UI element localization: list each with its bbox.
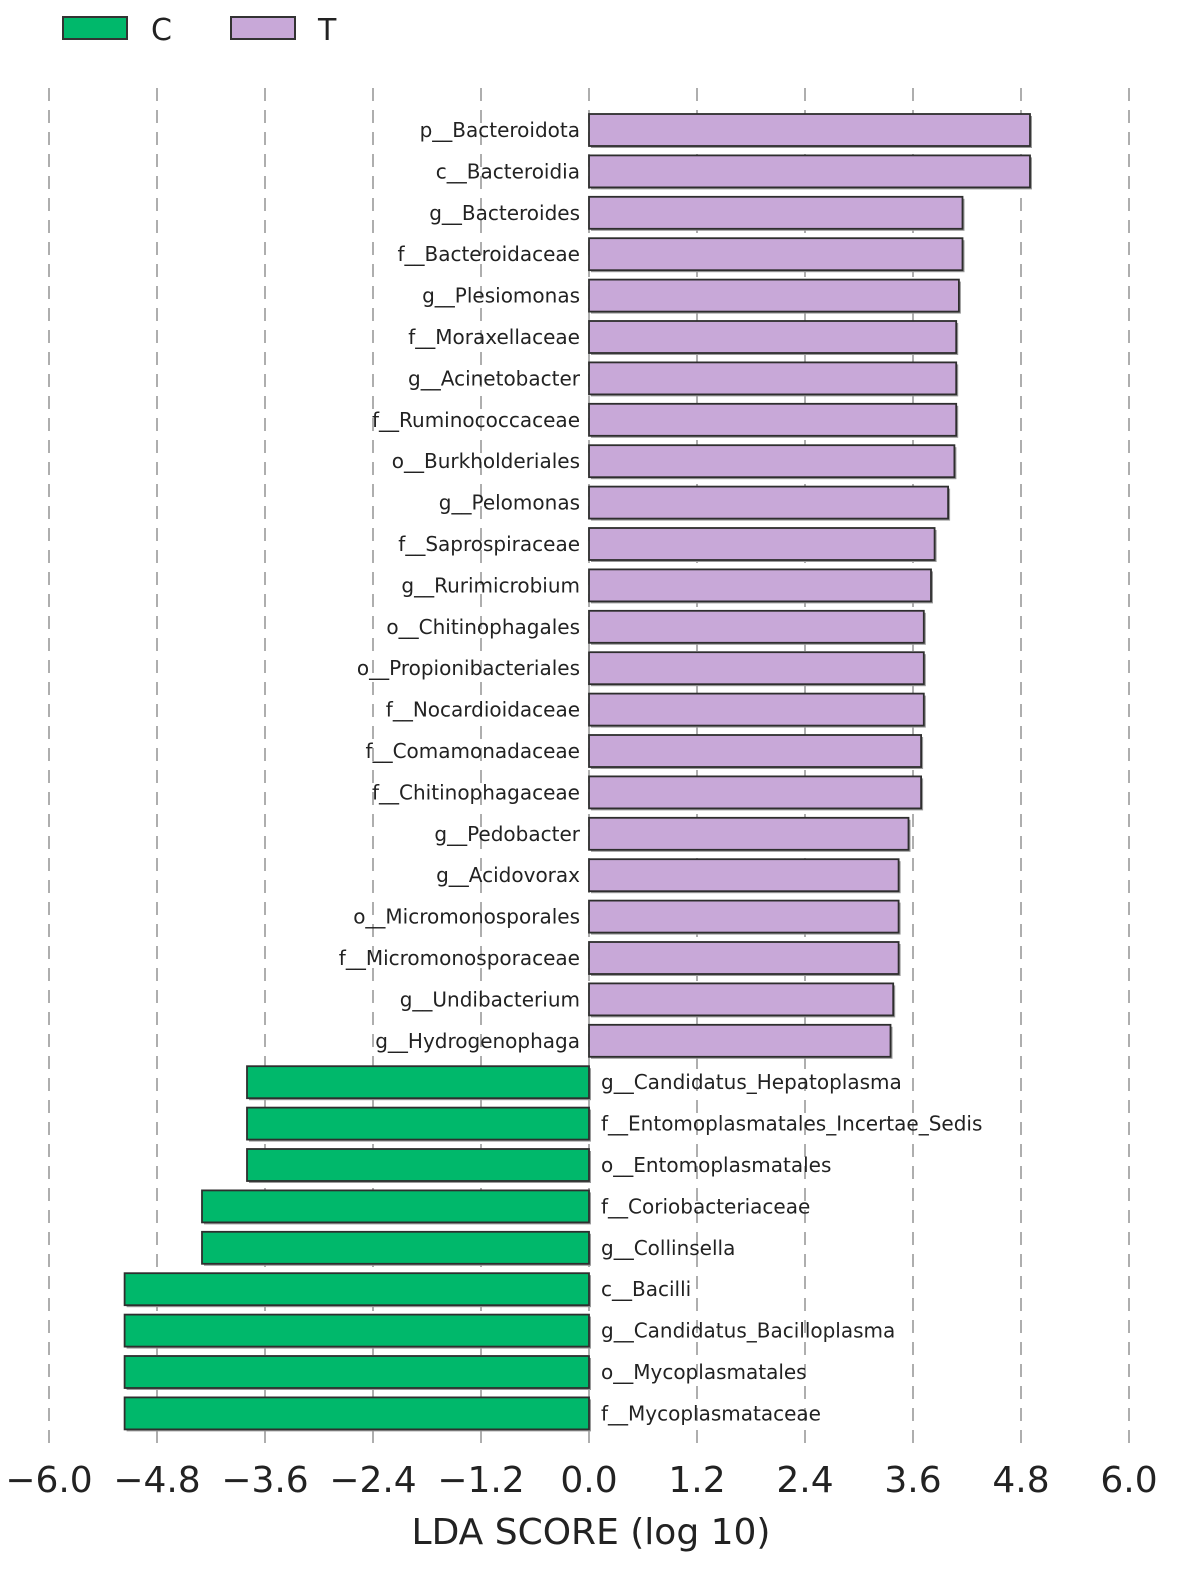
bar-label: o__Chitinophagales [386, 615, 580, 639]
bar-label: f__Comamonadaceae [366, 739, 580, 763]
bar-g-pedobacter [588, 816, 910, 851]
legend-label-c: C [151, 13, 172, 48]
bar-f-moraxellaceae [588, 320, 958, 354]
bar-label: f__Coriobacteriaceae [601, 1194, 810, 1218]
bar-label: g__Rurimicrobium [401, 573, 580, 597]
bar-label: p__Bacteroidota [420, 118, 580, 142]
bar-label: o__Burkholderiales [392, 449, 580, 473]
x-tick-label-10: 6.0 [1100, 1460, 1157, 1501]
bar-label: f__Saprospiraceae [398, 532, 580, 556]
bar-g-plesiomonas [588, 278, 960, 313]
bar-label: g__Hydrogenophaga [375, 1029, 580, 1053]
bar-label: f__Nocardioidaceae [386, 698, 580, 722]
bar-label: f__Ruminococcaceae [372, 408, 580, 432]
x-tick-label-3: −2.4 [329, 1460, 416, 1501]
bar-g-pelomonas [588, 485, 950, 520]
bar-label: o__Mycoplasmatales [601, 1360, 807, 1384]
bar-g-bacteroides [588, 195, 964, 230]
bar-f-chitinophagaceae [588, 775, 923, 810]
bar-label: f__Entomoplasmatales_Incertae_Sedis [601, 1112, 982, 1136]
bar-label: f__Mycoplasmataceae [601, 1401, 821, 1425]
bar-g-collinsella [201, 1230, 590, 1265]
x-axis-title: LDA SCORE (log 10) [412, 1512, 771, 1553]
bar-g-undibacterium [588, 982, 895, 1017]
x-tick-label-6: 1.2 [668, 1460, 725, 1501]
bar-f-nocardioidaceae [588, 692, 925, 727]
bar-label: f__Micromonosporaceae [339, 946, 580, 970]
bar-label: g__Pedobacter [434, 822, 580, 846]
legend-label-t: T [317, 13, 337, 48]
bar-label: o__Propionibacteriales [357, 656, 580, 680]
bar-label: g__Candidatus_Bacilloplasma [601, 1319, 895, 1343]
bar-label: g__Pelomonas [439, 491, 580, 515]
bar-g-acinetobacter [588, 361, 958, 396]
bar-g-acidovorax [588, 858, 900, 893]
bar-label: c__Bacilli [601, 1277, 691, 1301]
bar-o-micromonosporales [588, 899, 900, 934]
bar-label: o__Entomoplasmatales [601, 1153, 831, 1177]
x-tick-label-9: 4.8 [992, 1460, 1049, 1501]
bar-o-chitinophagales [588, 609, 925, 644]
bar-label: g__Undibacterium [400, 987, 580, 1011]
bar-labels: p__Bacteroidota c__Bacteroidia g__Bacteroi… [339, 118, 983, 1425]
bar-label: f__Chitinophagaceae [372, 780, 580, 804]
bar-label: f__Bacteroidaceae [397, 242, 580, 266]
bar-c-bacilli [123, 1272, 590, 1307]
bar-f-comamonadaceae [588, 734, 923, 768]
bar-label: g__Acinetobacter [408, 366, 581, 390]
bar-label: c__Bacteroidia [436, 159, 580, 183]
x-tick-label-7: 2.4 [776, 1460, 833, 1501]
bar-f-ruminococcaceae [588, 402, 958, 437]
bar-label: g__Plesiomonas [422, 284, 580, 308]
legend-swatch-t [230, 16, 296, 40]
legend-swatch-c [62, 16, 128, 40]
bar-o-propionibacteriales [588, 651, 925, 686]
bar-f-mycoplasmataceae [123, 1396, 590, 1431]
bar-g-candidatus-bacilloplasma [123, 1313, 590, 1348]
x-tick-label-5: 0.0 [560, 1460, 617, 1501]
bar-label: g__Candidatus_Hepatoplasma [601, 1070, 902, 1094]
x-tick-label-4: −1.2 [437, 1460, 524, 1501]
bar-label: f__Moraxellaceae [408, 325, 580, 349]
bar-p-bacteroidota [588, 113, 1031, 147]
x-tick-labels: −6.0 −4.8 −3.6 −2.4 −1.2 0.0 1.2 2.4 3.6 4.8 6.0 [5, 1460, 1157, 1501]
x-tick-label-0: −6.0 [5, 1460, 92, 1501]
x-tick-label-1: −4.8 [113, 1460, 200, 1501]
bar-f-saprospiraceae [588, 527, 936, 561]
bar-c-bacteroidia [588, 154, 1031, 189]
legend: C T [62, 13, 337, 48]
bar-o-burkholderiales [588, 444, 956, 479]
bar-label: g__Collinsella [601, 1236, 735, 1260]
bar-label: g__Acidovorax [436, 863, 580, 887]
bar-f-coriobacteriaceae [201, 1189, 590, 1224]
bar-f-bacteroidaceae [588, 237, 964, 272]
bar-label: g__Bacteroides [429, 201, 580, 225]
bar-o-entomoplasmatales [246, 1148, 590, 1182]
x-tick-label-2: −3.6 [221, 1460, 308, 1501]
bar-g-rurimicrobium [588, 568, 932, 603]
bar-f-micromonosporaceae [588, 941, 900, 975]
bar-f-entomoplasmatales-incertae-sedis [246, 1106, 590, 1141]
bar-g-candidatus-hepatoplasma [246, 1065, 590, 1100]
bar-o-mycoplasmatales [123, 1355, 590, 1389]
bars [123, 113, 1032, 1432]
bar-label: o__Micromonosporales [353, 905, 580, 929]
bar-g-hydrogenophaga [588, 1023, 892, 1058]
x-tick-label-8: 3.6 [884, 1460, 941, 1501]
